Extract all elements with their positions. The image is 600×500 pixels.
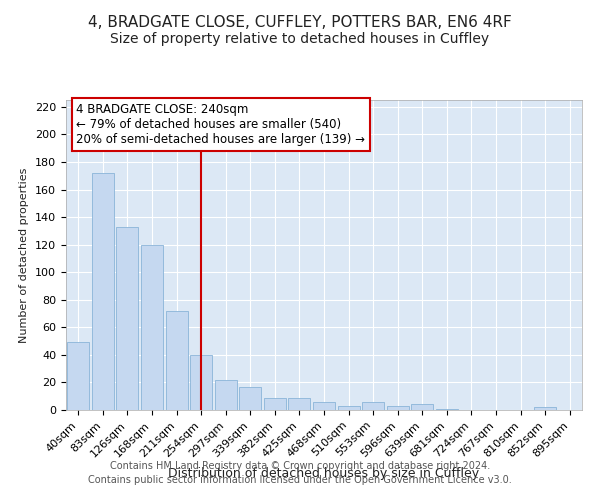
Bar — [289, 398, 310, 410]
Bar — [141, 244, 163, 410]
Bar — [534, 407, 556, 410]
Bar — [190, 355, 212, 410]
Bar — [67, 342, 89, 410]
Bar — [239, 386, 262, 410]
Bar — [313, 402, 335, 410]
Bar — [386, 406, 409, 410]
Y-axis label: Number of detached properties: Number of detached properties — [19, 168, 29, 342]
Bar — [166, 311, 188, 410]
X-axis label: Distribution of detached houses by size in Cuffley: Distribution of detached houses by size … — [169, 467, 479, 480]
Bar — [362, 402, 384, 410]
Bar — [411, 404, 433, 410]
Bar — [264, 398, 286, 410]
Text: 4 BRADGATE CLOSE: 240sqm
← 79% of detached houses are smaller (540)
20% of semi-: 4 BRADGATE CLOSE: 240sqm ← 79% of detach… — [76, 103, 365, 146]
Text: Contains HM Land Registry data © Crown copyright and database right 2024.
Contai: Contains HM Land Registry data © Crown c… — [88, 461, 512, 485]
Bar — [116, 227, 139, 410]
Bar — [338, 406, 359, 410]
Bar — [436, 408, 458, 410]
Text: Size of property relative to detached houses in Cuffley: Size of property relative to detached ho… — [110, 32, 490, 46]
Bar — [215, 380, 237, 410]
Text: 4, BRADGATE CLOSE, CUFFLEY, POTTERS BAR, EN6 4RF: 4, BRADGATE CLOSE, CUFFLEY, POTTERS BAR,… — [88, 15, 512, 30]
Bar — [92, 173, 114, 410]
